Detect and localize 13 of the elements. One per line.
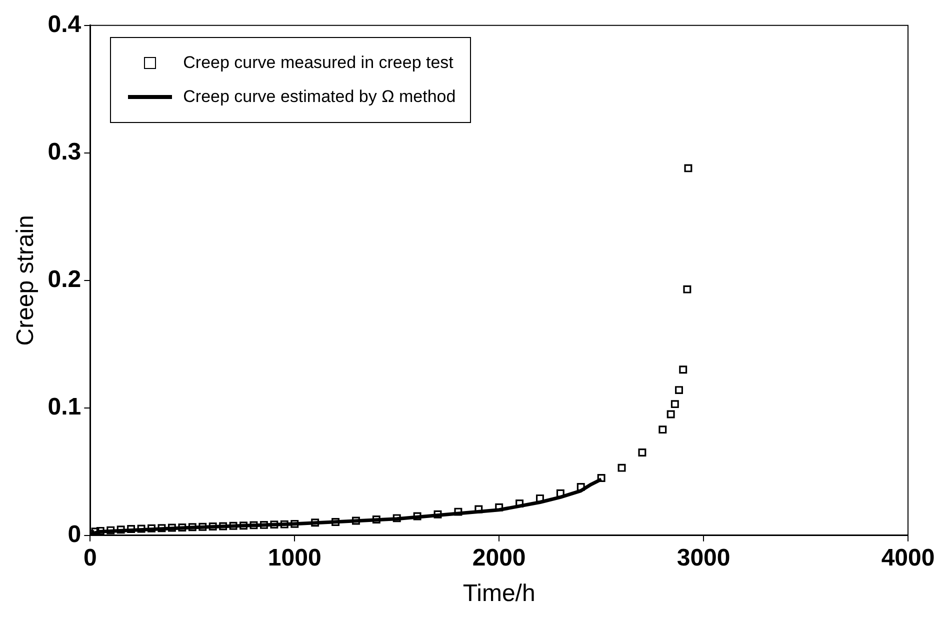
- x-tick-label: 1000: [268, 544, 322, 572]
- y-axis-title: Creep strain: [12, 215, 40, 346]
- y-tick-label: 0.1: [48, 394, 82, 421]
- y-tick-label: 0.4: [48, 11, 82, 38]
- y-tick-label: 0.2: [48, 266, 82, 294]
- y-tick-label: 0.3: [48, 138, 82, 166]
- legend-label: Creep curve estimated by Ω method: [183, 87, 456, 108]
- legend-label: Creep curve measured in creep test: [183, 53, 454, 74]
- x-axis-title: Time/h: [462, 580, 536, 608]
- x-tick-label: 2000: [472, 544, 526, 572]
- x-tick-label: 3000: [676, 544, 730, 572]
- x-tick-label: 4000: [881, 544, 935, 572]
- y-tick-label: 0: [68, 521, 82, 548]
